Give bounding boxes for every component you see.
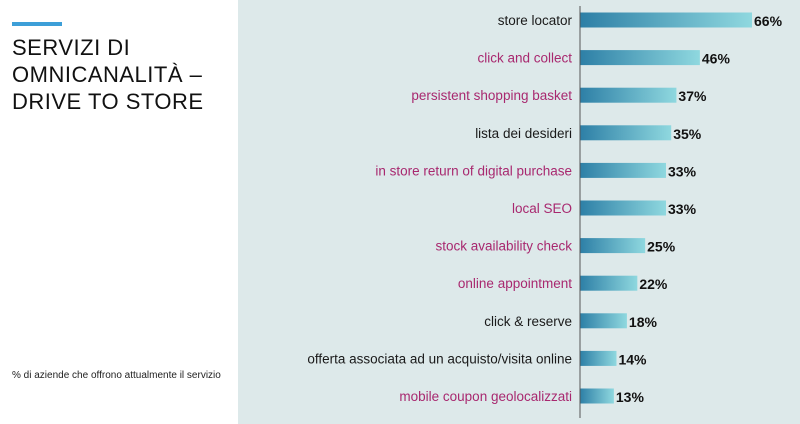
bar-value-label: 22%	[639, 276, 668, 292]
bar-value-label: 33%	[668, 163, 697, 179]
bar	[580, 313, 627, 329]
category-label: mobile coupon geolocalizzati	[399, 389, 572, 404]
bar-value-label: 33%	[668, 201, 697, 217]
category-label: stock availability check	[435, 239, 572, 254]
category-label: in store return of digital purchase	[375, 163, 572, 178]
bar	[580, 350, 617, 366]
bar-value-label: 13%	[616, 389, 645, 405]
category-label: local SEO	[512, 201, 572, 216]
category-label: click and collect	[477, 51, 572, 66]
title-accent-line	[12, 22, 62, 26]
bar	[580, 125, 672, 141]
category-label: online appointment	[458, 276, 572, 291]
bar	[580, 200, 666, 216]
category-label: click & reserve	[484, 314, 572, 329]
category-label: lista dei desideri	[475, 126, 572, 141]
bar	[580, 87, 677, 103]
horizontal-bar-chart: store locator click and collect persistent…	[307, 6, 783, 418]
category-label: offerta associata ad un acquisto/visita …	[307, 351, 572, 366]
bar-value-label: 18%	[629, 314, 658, 330]
category-label: persistent shopping basket	[411, 88, 572, 103]
bar	[580, 388, 614, 404]
bar-value-label: 66%	[754, 13, 783, 29]
chart-footnote: % di aziende che offrono attualmente il …	[12, 370, 221, 381]
left-panel: SERVIZI DI OMNICANALITÀ – DRIVE TO STORE…	[0, 0, 238, 424]
bar	[580, 162, 666, 178]
bar	[580, 275, 638, 291]
bar-value-label: 46%	[702, 51, 731, 67]
category-label: store locator	[498, 13, 573, 28]
bar	[580, 50, 700, 66]
bar-value-label: 25%	[647, 239, 676, 255]
bar	[580, 238, 646, 254]
chart-panel: store locator click and collect persistent…	[238, 0, 800, 424]
bar-value-label: 35%	[673, 126, 702, 142]
slide-title: SERVIZI DI OMNICANALITÀ – DRIVE TO STORE	[12, 35, 204, 114]
bar-value-label: 14%	[618, 351, 647, 367]
bar-value-label: 37%	[678, 88, 707, 104]
bar	[580, 12, 752, 28]
